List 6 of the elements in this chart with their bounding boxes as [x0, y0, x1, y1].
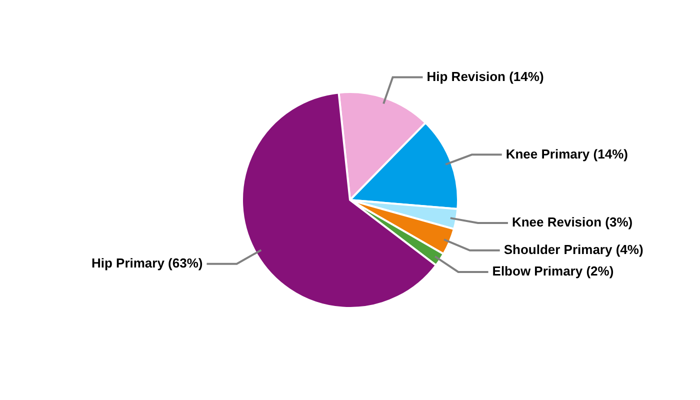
slice-label: Knee Primary (14%)	[506, 146, 628, 162]
slice-label: Hip Revision (14%)	[426, 68, 544, 84]
slice-label: Elbow Primary (2%)	[492, 264, 614, 279]
slice-label: Shoulder Primary (4%)	[504, 242, 644, 257]
slice-label: Hip Primary (63%)	[91, 255, 203, 270]
slice-label: Knee Revision (3%)	[512, 214, 633, 230]
